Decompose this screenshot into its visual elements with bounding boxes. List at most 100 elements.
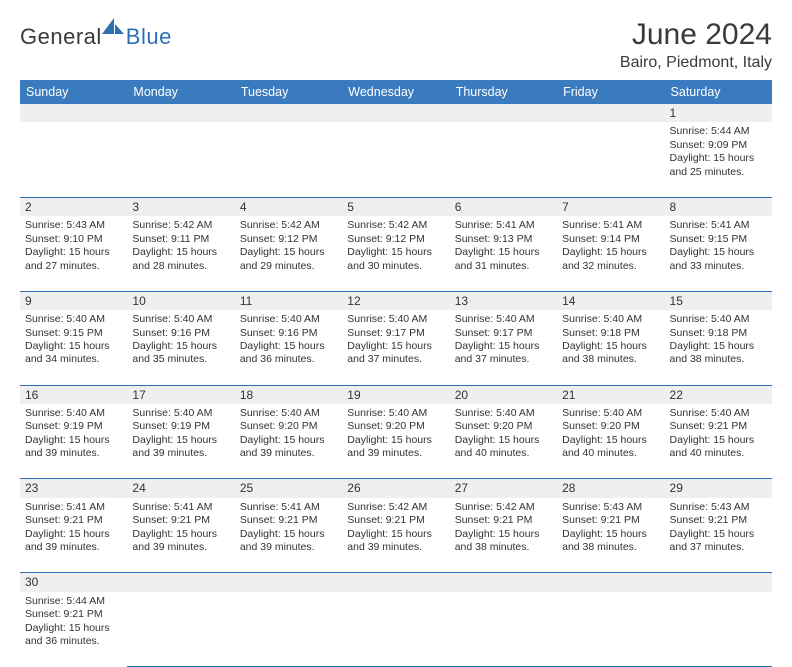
daylight-line-1: Daylight: 15 hours (25, 622, 122, 635)
sunset-line: Sunset: 9:20 PM (347, 420, 444, 433)
brand-logo: General Blue (20, 24, 172, 50)
daylight-line-1: Daylight: 15 hours (25, 528, 122, 541)
sunset-line: Sunset: 9:16 PM (240, 327, 337, 340)
daylight-line-1: Daylight: 15 hours (132, 340, 229, 353)
day-content-cell: Sunrise: 5:40 AMSunset: 9:20 PMDaylight:… (342, 404, 449, 479)
calendar-table: SundayMondayTuesdayWednesdayThursdayFrid… (20, 80, 772, 667)
daylight-line-1: Daylight: 15 hours (240, 434, 337, 447)
sunset-line: Sunset: 9:15 PM (25, 327, 122, 340)
daylight-line-2: and 39 minutes. (240, 541, 337, 554)
daylight-line-1: Daylight: 15 hours (562, 528, 659, 541)
sunset-line: Sunset: 9:17 PM (347, 327, 444, 340)
sunset-line: Sunset: 9:09 PM (670, 139, 767, 152)
week-content-row: Sunrise: 5:40 AMSunset: 9:15 PMDaylight:… (20, 310, 772, 385)
day-content-cell: Sunrise: 5:44 AMSunset: 9:09 PMDaylight:… (665, 122, 772, 197)
daylight-line-2: and 27 minutes. (25, 260, 122, 273)
day-number-cell: 13 (450, 291, 557, 310)
day-number-cell: 20 (450, 385, 557, 404)
sunset-line: Sunset: 9:10 PM (25, 233, 122, 246)
sunrise-line: Sunrise: 5:42 AM (455, 501, 552, 514)
empty-daynum-cell (450, 573, 557, 592)
daylight-line-1: Daylight: 15 hours (347, 528, 444, 541)
sunrise-line: Sunrise: 5:41 AM (455, 219, 552, 232)
empty-content-cell (235, 122, 342, 197)
day-number-cell: 24 (127, 479, 234, 498)
daylight-line-2: and 34 minutes. (25, 353, 122, 366)
day-number-cell: 28 (557, 479, 664, 498)
day-content-cell: Sunrise: 5:40 AMSunset: 9:18 PMDaylight:… (665, 310, 772, 385)
day-content-cell: Sunrise: 5:42 AMSunset: 9:12 PMDaylight:… (342, 216, 449, 291)
daylight-line-1: Daylight: 15 hours (240, 528, 337, 541)
sunrise-line: Sunrise: 5:40 AM (25, 313, 122, 326)
daylight-line-2: and 25 minutes. (670, 166, 767, 179)
day-number-cell: 30 (20, 573, 127, 592)
day-content-cell: Sunrise: 5:40 AMSunset: 9:19 PMDaylight:… (20, 404, 127, 479)
sunset-line: Sunset: 9:21 PM (132, 514, 229, 527)
day-number-cell: 29 (665, 479, 772, 498)
empty-content-cell (20, 122, 127, 197)
empty-content-cell (665, 592, 772, 667)
daylight-line-1: Daylight: 15 hours (562, 246, 659, 259)
day-content-cell: Sunrise: 5:42 AMSunset: 9:11 PMDaylight:… (127, 216, 234, 291)
day-content-cell: Sunrise: 5:40 AMSunset: 9:17 PMDaylight:… (342, 310, 449, 385)
sunset-line: Sunset: 9:21 PM (670, 420, 767, 433)
daylight-line-2: and 40 minutes. (455, 447, 552, 460)
day-header: Wednesday (342, 80, 449, 104)
sunrise-line: Sunrise: 5:40 AM (670, 313, 767, 326)
daylight-line-1: Daylight: 15 hours (132, 528, 229, 541)
day-number-cell: 21 (557, 385, 664, 404)
day-number-cell: 22 (665, 385, 772, 404)
empty-content-cell (450, 592, 557, 667)
daylight-line-1: Daylight: 15 hours (132, 246, 229, 259)
sunset-line: Sunset: 9:20 PM (562, 420, 659, 433)
day-content-cell: Sunrise: 5:41 AMSunset: 9:21 PMDaylight:… (235, 498, 342, 573)
day-content-cell: Sunrise: 5:42 AMSunset: 9:21 PMDaylight:… (450, 498, 557, 573)
day-content-cell: Sunrise: 5:40 AMSunset: 9:16 PMDaylight:… (235, 310, 342, 385)
brand-text-blue: Blue (126, 24, 172, 50)
day-content-cell: Sunrise: 5:40 AMSunset: 9:16 PMDaylight:… (127, 310, 234, 385)
day-number-cell: 16 (20, 385, 127, 404)
brand-sail-icon (102, 18, 124, 41)
empty-daynum-cell (665, 573, 772, 592)
sunset-line: Sunset: 9:21 PM (347, 514, 444, 527)
day-content-cell: Sunrise: 5:43 AMSunset: 9:21 PMDaylight:… (665, 498, 772, 573)
daylight-line-2: and 39 minutes. (347, 541, 444, 554)
sunrise-line: Sunrise: 5:40 AM (25, 407, 122, 420)
sunset-line: Sunset: 9:17 PM (455, 327, 552, 340)
empty-content-cell (342, 592, 449, 667)
day-content-cell: Sunrise: 5:41 AMSunset: 9:15 PMDaylight:… (665, 216, 772, 291)
week-daynum-row: 23242526272829 (20, 479, 772, 498)
day-number-cell: 26 (342, 479, 449, 498)
sunrise-line: Sunrise: 5:43 AM (670, 501, 767, 514)
sunrise-line: Sunrise: 5:40 AM (562, 407, 659, 420)
daylight-line-2: and 37 minutes. (670, 541, 767, 554)
empty-daynum-cell (450, 104, 557, 122)
sunset-line: Sunset: 9:12 PM (347, 233, 444, 246)
daylight-line-2: and 38 minutes. (670, 353, 767, 366)
week-content-row: Sunrise: 5:43 AMSunset: 9:10 PMDaylight:… (20, 216, 772, 291)
brand-text-dark: General (20, 24, 102, 50)
day-header: Tuesday (235, 80, 342, 104)
day-content-cell: Sunrise: 5:41 AMSunset: 9:13 PMDaylight:… (450, 216, 557, 291)
sunrise-line: Sunrise: 5:40 AM (347, 407, 444, 420)
empty-daynum-cell (20, 104, 127, 122)
daylight-line-1: Daylight: 15 hours (670, 434, 767, 447)
sunrise-line: Sunrise: 5:43 AM (562, 501, 659, 514)
day-header: Monday (127, 80, 234, 104)
empty-daynum-cell (342, 104, 449, 122)
day-number-cell: 9 (20, 291, 127, 310)
daylight-line-2: and 33 minutes. (670, 260, 767, 273)
sunset-line: Sunset: 9:12 PM (240, 233, 337, 246)
empty-daynum-cell (235, 104, 342, 122)
daylight-line-2: and 37 minutes. (455, 353, 552, 366)
daylight-line-2: and 39 minutes. (25, 541, 122, 554)
daylight-line-2: and 38 minutes. (562, 353, 659, 366)
sunset-line: Sunset: 9:19 PM (132, 420, 229, 433)
day-number-cell: 12 (342, 291, 449, 310)
week-daynum-row: 30 (20, 573, 772, 592)
day-number-cell: 1 (665, 104, 772, 122)
day-content-cell: Sunrise: 5:40 AMSunset: 9:15 PMDaylight:… (20, 310, 127, 385)
sunrise-line: Sunrise: 5:44 AM (670, 125, 767, 138)
daylight-line-2: and 39 minutes. (132, 541, 229, 554)
day-content-cell: Sunrise: 5:41 AMSunset: 9:21 PMDaylight:… (20, 498, 127, 573)
